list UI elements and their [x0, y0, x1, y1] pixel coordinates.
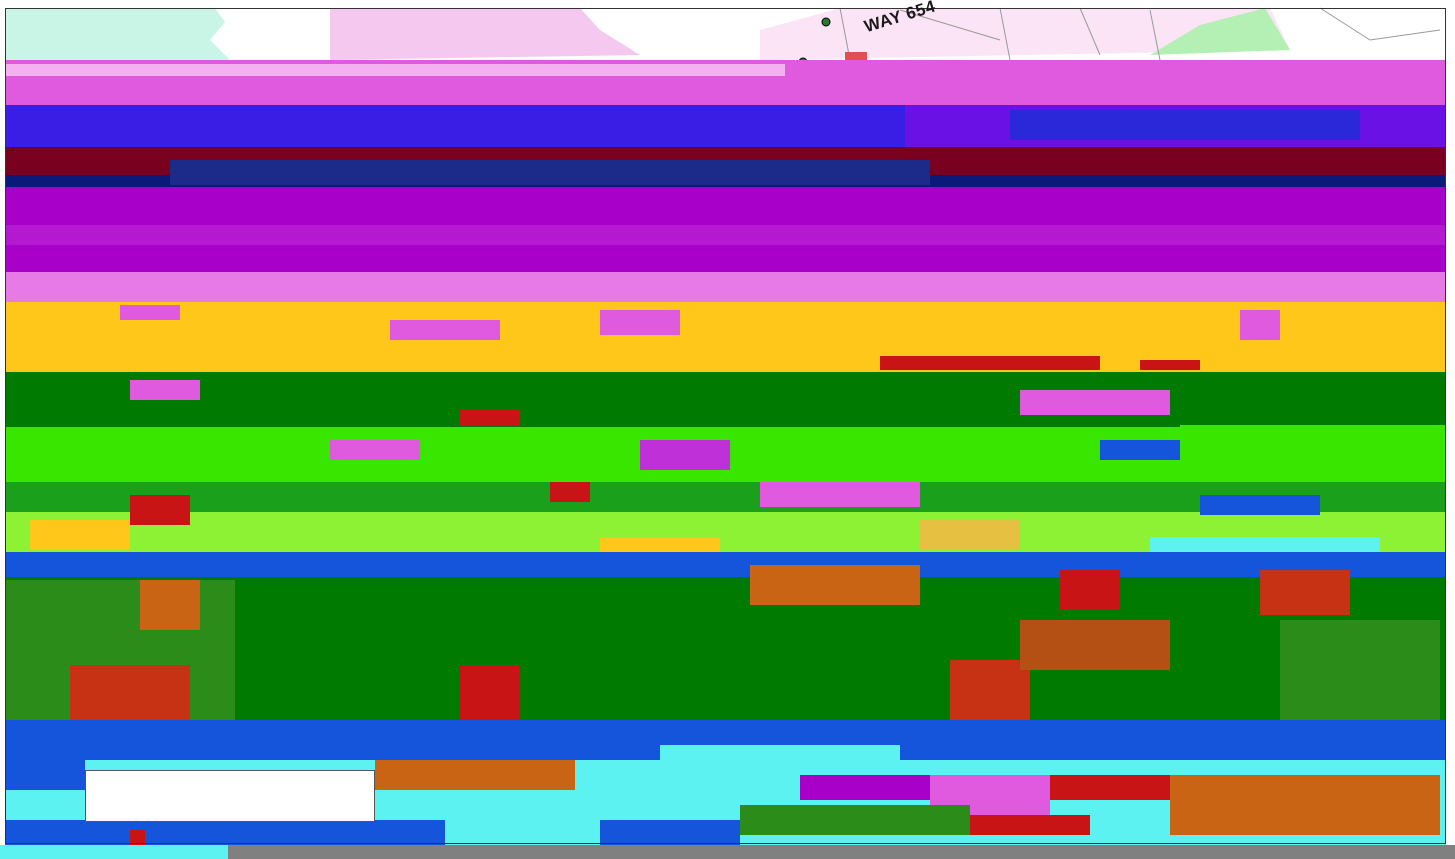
- dark-green-band: [5, 372, 1446, 427]
- pink-region: [330, 8, 640, 60]
- red-speckles: [880, 356, 1200, 370]
- legend-box: [85, 770, 375, 822]
- light-green-region: [1150, 8, 1290, 55]
- blue-patch-right: [1010, 110, 1360, 140]
- cyan-patch: [660, 745, 900, 760]
- dark-green-area: [5, 577, 1446, 720]
- bottom-edge-strip: [0, 845, 228, 859]
- orange-band: [5, 302, 1446, 372]
- mint-region: [5, 8, 230, 60]
- green-area-speckles: [5, 565, 1440, 720]
- magenta-band-light: [5, 64, 785, 76]
- road-lines: [839, 7, 1441, 61]
- purple-speckle: [5, 225, 1446, 245]
- orange-speckles: [120, 305, 1280, 340]
- pink-band: [5, 272, 1446, 302]
- navy-strip-left: [170, 160, 930, 185]
- bottom-bar: [228, 845, 1455, 859]
- blue-violet-patch: [5, 105, 905, 147]
- location-dot: [821, 17, 831, 27]
- band-speckles: [30, 380, 1445, 552]
- bottom-speckles: [5, 760, 1440, 845]
- blue-strip: [5, 552, 1446, 577]
